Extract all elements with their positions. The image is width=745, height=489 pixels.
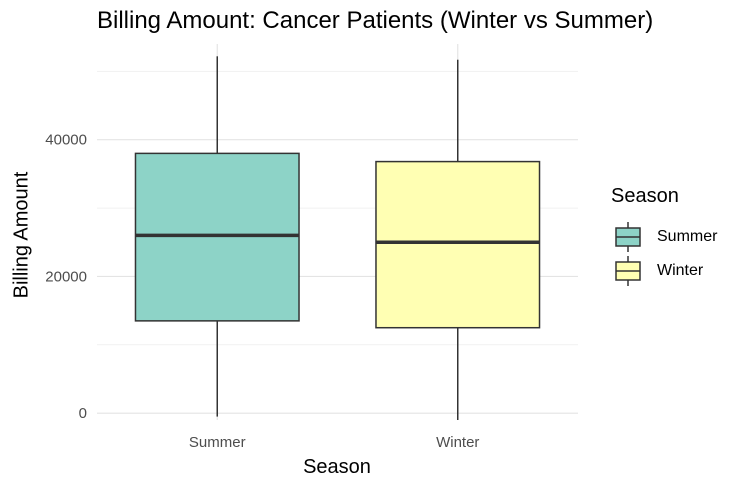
legend-key-winter [615, 256, 641, 286]
y-tick-label-0: 0 [79, 405, 87, 422]
legend-title: Season [611, 185, 679, 207]
y-axis-title: Billing Amount [10, 171, 33, 299]
legend: Season Summer Winter [611, 185, 717, 288]
box-winter [375, 59, 541, 420]
x-axis-title: Season [303, 456, 371, 478]
chart-title: Billing Amount: Cancer Patients (Winter … [97, 7, 654, 34]
y-tick-label-2: 40000 [45, 132, 87, 149]
box-summer [134, 56, 300, 417]
legend-key-summer [615, 222, 641, 252]
legend-item-winter: Winter [611, 254, 717, 288]
x-tick-label-1: Winter [436, 434, 479, 451]
legend-label-winter: Winter [657, 262, 704, 279]
x-tick-label-0: Summer [189, 434, 246, 451]
legend-label-summer: Summer [657, 228, 718, 245]
iqr-box-winter [375, 160, 541, 329]
legend-item-summer: Summer [611, 220, 717, 254]
y-tick-label-1: 20000 [45, 268, 87, 285]
